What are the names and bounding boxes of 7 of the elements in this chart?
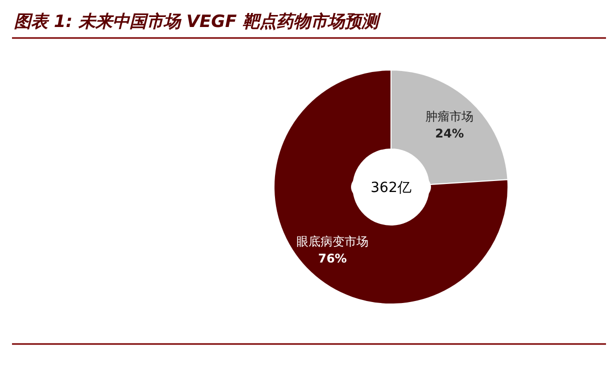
data-label: 24%: [435, 126, 464, 141]
text: 362亿: [370, 180, 412, 196]
slice-label: 眼底病变市场: [296, 234, 368, 248]
slice-label: 肿瘤市场: [426, 110, 474, 124]
data-label: 76%: [318, 251, 347, 266]
chart-title: 图表 1: 未来中国市场 VEGF 靶点药物市场预测: [14, 12, 382, 32]
donut-slice: [274, 70, 508, 304]
